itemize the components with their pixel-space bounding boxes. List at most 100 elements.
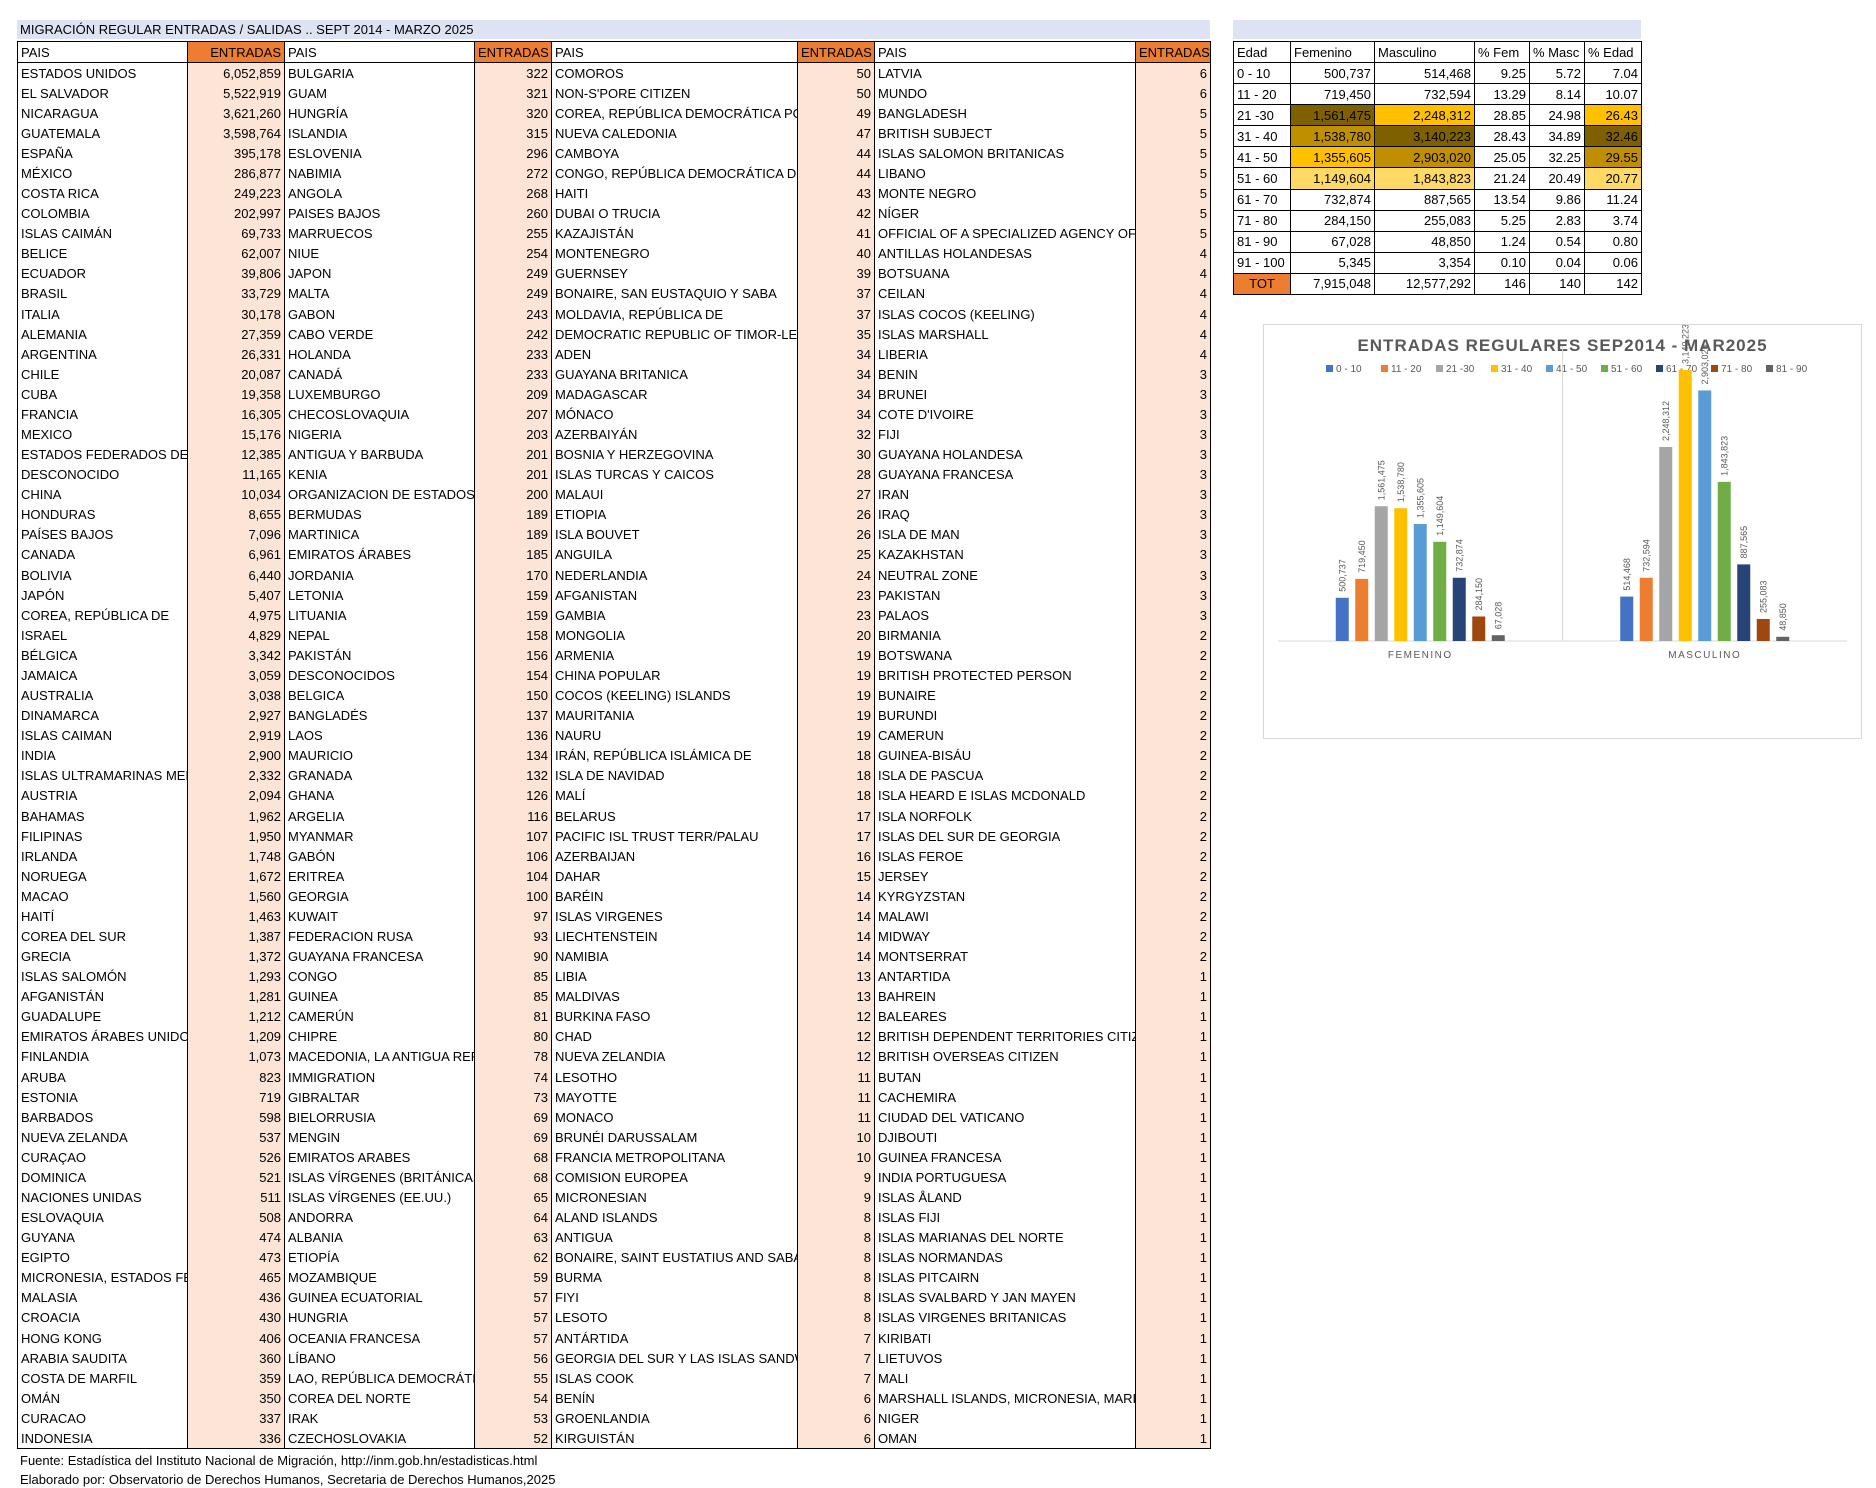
entries-cell[interactable]: 37 xyxy=(797,283,875,305)
entries-cell[interactable]: 137 xyxy=(474,705,552,726)
country-cell[interactable]: ISLA DE PASCUA xyxy=(874,765,1136,786)
country-cell[interactable]: COLOMBIA xyxy=(17,203,188,224)
country-cell[interactable]: ISLAS PITCAIRN xyxy=(874,1267,1136,1288)
country-header[interactable]: PAIS xyxy=(551,40,798,64)
country-cell[interactable]: PALAOS xyxy=(874,605,1136,626)
country-cell[interactable]: FILIPINAS xyxy=(17,826,188,847)
country-cell[interactable]: NÍGER xyxy=(874,203,1136,224)
age-table-header[interactable]: % Edad xyxy=(1584,40,1642,64)
country-cell[interactable]: CAMBOYA xyxy=(551,143,798,164)
entries-cell[interactable]: 2 xyxy=(1135,906,1211,927)
country-cell[interactable]: BOTSWANA xyxy=(874,645,1136,666)
entries-cell[interactable]: 5 xyxy=(1135,123,1211,144)
country-cell[interactable]: MOZAMBIQUE xyxy=(284,1267,475,1288)
country-cell[interactable]: FRANCIA METROPOLITANA xyxy=(551,1147,798,1168)
entries-cell[interactable]: 43 xyxy=(797,183,875,204)
country-cell[interactable]: CUBA xyxy=(17,384,188,405)
entries-cell[interactable]: 286,877 xyxy=(187,163,285,184)
entries-cell[interactable]: 2 xyxy=(1135,866,1211,887)
country-cell[interactable]: EMIRATOS ÁRABES xyxy=(284,544,475,566)
age-table-cell-pf[interactable]: 25.05 xyxy=(1474,146,1530,169)
entries-cell[interactable]: 249 xyxy=(474,283,552,305)
country-cell[interactable]: ANTIGUA xyxy=(551,1227,798,1248)
entries-cell[interactable]: 8 xyxy=(797,1227,875,1248)
age-table-cell-pe[interactable]: 26.43 xyxy=(1584,104,1642,127)
entries-cell[interactable]: 126 xyxy=(474,785,552,806)
entries-cell[interactable]: 104 xyxy=(474,866,552,887)
country-cell[interactable]: COREA, REPÚBLICA DE xyxy=(17,605,188,626)
country-cell[interactable]: COCOS (KEELING) ISLANDS xyxy=(551,685,798,706)
country-cell[interactable]: CHINA xyxy=(17,484,188,505)
country-cell[interactable]: DAHAR xyxy=(551,866,798,887)
entries-cell[interactable]: 27 xyxy=(797,484,875,505)
country-cell[interactable]: BARBADOS xyxy=(17,1107,188,1128)
entries-cell[interactable]: 2 xyxy=(1135,886,1211,907)
country-cell[interactable]: COSTA DE MARFIL xyxy=(17,1368,188,1389)
country-cell[interactable]: MALTA xyxy=(284,283,475,305)
entries-cell[interactable]: 1 xyxy=(1135,1287,1211,1308)
country-cell[interactable]: CURAÇAO xyxy=(17,1147,188,1168)
entries-cell[interactable]: 1 xyxy=(1135,1428,1211,1450)
entries-cell[interactable]: 2 xyxy=(1135,826,1211,847)
entries-cell[interactable]: 32 xyxy=(797,424,875,445)
country-cell[interactable]: MÓNACO xyxy=(551,404,798,425)
entries-cell[interactable]: 1,463 xyxy=(187,906,285,927)
country-cell[interactable]: ITALIA xyxy=(17,304,188,325)
country-cell[interactable]: LUXEMBURGO xyxy=(284,384,475,405)
country-cell[interactable]: CZECHOSLOVAKIA xyxy=(284,1428,475,1450)
entries-cell[interactable]: 8,655 xyxy=(187,504,285,525)
age-table-cell-pe[interactable]: 0.80 xyxy=(1584,230,1642,253)
country-cell[interactable]: ESPAÑA xyxy=(17,143,188,164)
entries-cell[interactable]: 430 xyxy=(187,1307,285,1328)
entries-cell[interactable]: 19 xyxy=(797,685,875,706)
country-cell[interactable]: BUTAN xyxy=(874,1066,1136,1088)
country-cell[interactable]: MALDIVAS xyxy=(551,986,798,1007)
entries-cell[interactable]: 1 xyxy=(1135,986,1211,1007)
country-cell[interactable]: GIBRALTAR xyxy=(284,1087,475,1108)
country-cell[interactable]: KUWAIT xyxy=(284,906,475,927)
country-cell[interactable]: GEORGIA xyxy=(284,886,475,907)
country-cell[interactable]: MOLDAVIA, REPÚBLICA DE xyxy=(551,304,798,325)
country-cell[interactable]: HONDURAS xyxy=(17,504,188,525)
entries-cell[interactable]: 2 xyxy=(1135,705,1211,726)
country-cell[interactable]: CHINA POPULAR xyxy=(551,665,798,686)
entries-cell[interactable]: 2 xyxy=(1135,765,1211,786)
entries-cell[interactable]: 7 xyxy=(797,1368,875,1389)
country-cell[interactable]: LAO, REPÚBLICA DEMOCRÁTICA POPULAR xyxy=(284,1368,475,1389)
entries-cell[interactable]: 4 xyxy=(1135,344,1211,365)
entries-cell[interactable]: 4,829 xyxy=(187,625,285,646)
age-table-cell-masc[interactable]: 255,083 xyxy=(1374,209,1475,232)
country-cell[interactable]: FIJI xyxy=(874,424,1136,445)
entries-cell[interactable]: 154 xyxy=(474,665,552,686)
country-cell[interactable]: PACIFIC ISL TRUST TERR/PALAU xyxy=(551,826,798,847)
entries-cell[interactable]: 537 xyxy=(187,1127,285,1148)
entries-cell[interactable]: 18 xyxy=(797,745,875,766)
country-cell[interactable]: DESCONOCIDOS xyxy=(284,665,475,686)
country-cell[interactable]: ISLAS ULTRAMARINAS MENORES xyxy=(17,765,188,786)
entries-cell[interactable]: 14 xyxy=(797,926,875,947)
entries-cell[interactable]: 321 xyxy=(474,83,552,104)
entries-cell[interactable]: 249 xyxy=(474,263,552,284)
country-cell[interactable]: MONTSERRAT xyxy=(874,946,1136,967)
age-table-header[interactable]: % Masc xyxy=(1529,40,1585,64)
age-table-cell-fem[interactable]: 1,561,475 xyxy=(1290,104,1375,127)
entries-cell[interactable]: 41 xyxy=(797,223,875,244)
entries-cell[interactable]: 69,733 xyxy=(187,223,285,244)
entries-cell[interactable]: 260 xyxy=(474,203,552,224)
entries-cell[interactable]: 20,087 xyxy=(187,364,285,385)
entries-cell[interactable]: 4 xyxy=(1135,324,1211,345)
entries-cell[interactable]: 1 xyxy=(1135,1267,1211,1288)
entries-cell[interactable]: 55 xyxy=(474,1368,552,1389)
country-cell[interactable]: BAHAMAS xyxy=(17,805,188,827)
entries-cell[interactable]: 11,165 xyxy=(187,464,285,485)
age-table-cell-pf[interactable]: 9.25 xyxy=(1474,62,1530,85)
entries-cell[interactable]: 12,385 xyxy=(187,444,285,465)
country-cell[interactable]: NON-S'PORE CITIZEN xyxy=(551,83,798,104)
country-cell[interactable]: ISLAS SALOMON BRITANICAS xyxy=(874,143,1136,164)
entries-cell[interactable]: 243 xyxy=(474,304,552,325)
country-cell[interactable]: CONGO, REPÚBLICA DEMOCRÁTICA DEL xyxy=(551,163,798,184)
age-total-cell-pf[interactable]: 146 xyxy=(1474,272,1530,295)
entries-cell[interactable]: 719 xyxy=(187,1087,285,1108)
age-table-cell-fem[interactable]: 284,150 xyxy=(1290,209,1375,232)
entries-cell[interactable]: 15,176 xyxy=(187,424,285,445)
